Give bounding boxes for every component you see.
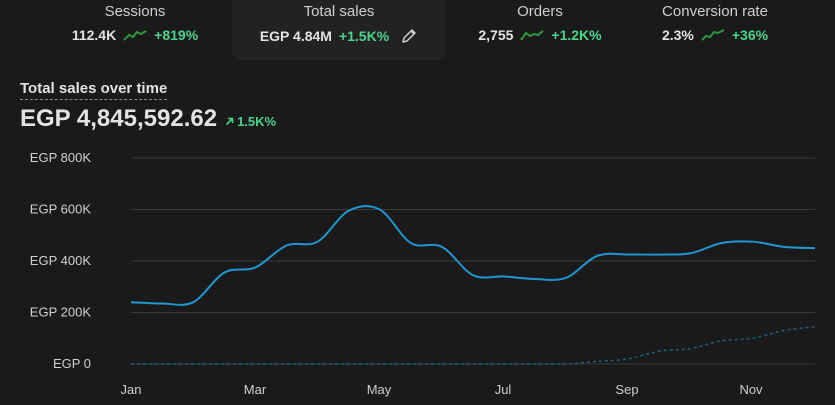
sales-line-chart: EGP 800K EGP 600K EGP 400K EGP 200K EGP 0 Ja… xyxy=(30,150,816,397)
y-tick-label: EGP 0 xyxy=(53,356,91,371)
metric-label: Conversion rate xyxy=(662,3,768,20)
sparkline-up-icon xyxy=(701,29,725,41)
metrics-bar: Sessions 112.4K +819% Total sales EGP 4.… xyxy=(0,0,835,60)
x-tick-label: Nov xyxy=(739,382,763,397)
x-axis-labels: Jan Mar May Jul Sep Nov xyxy=(121,382,764,397)
grid-layer xyxy=(131,157,815,365)
y-tick-label: EGP 800K xyxy=(30,150,92,165)
total-row: EGP 4,845,592.62 1.5K% xyxy=(20,105,276,133)
y-tick-label: EGP 200K xyxy=(30,305,92,320)
metric-conversion-rate[interactable]: Conversion rate 2.3% +36% xyxy=(638,0,792,60)
y-tick-label: EGP 400K xyxy=(30,253,92,268)
y-tick-label: EGP 600K xyxy=(30,202,92,217)
x-tick-label: Jul xyxy=(495,382,512,397)
metric-value: 2,755 xyxy=(478,27,514,43)
chart-title[interactable]: Total sales over time xyxy=(20,80,168,100)
sparkline-up-icon xyxy=(520,30,545,41)
metric-value: EGP 4.84M xyxy=(259,28,332,44)
total-sales-delta: 1.5K% xyxy=(225,114,276,129)
x-tick-label: Jan xyxy=(121,382,142,397)
total-sales-value: EGP 4,845,592.62 xyxy=(20,105,218,132)
metric-delta: +36% xyxy=(731,27,769,43)
metric-total-sales[interactable]: Total sales EGP 4.84M +1.5K% xyxy=(232,0,446,60)
series-line-current xyxy=(130,205,816,306)
metric-label: Total sales xyxy=(303,3,375,20)
metric-value: 112.4K xyxy=(71,27,117,43)
sparkline-up-icon xyxy=(123,30,147,41)
arrow-up-right-icon xyxy=(225,117,234,126)
total-sales-delta-text: 1.5K% xyxy=(237,114,277,129)
metric-orders[interactable]: Orders 2,755 +1.2K% xyxy=(460,0,620,60)
metric-label: Orders xyxy=(517,3,563,20)
metric-label: Sessions xyxy=(104,3,166,20)
series-line-comparison xyxy=(131,325,816,365)
pencil-icon[interactable] xyxy=(400,27,418,45)
metric-value: 2.3% xyxy=(661,27,694,43)
metric-sessions[interactable]: Sessions 112.4K +819% xyxy=(60,0,210,60)
x-tick-label: May xyxy=(367,382,392,397)
series-layer xyxy=(130,205,816,365)
y-axis-labels: EGP 800K EGP 600K EGP 400K EGP 200K EGP 0 xyxy=(30,150,92,371)
x-tick-label: Sep xyxy=(615,382,638,397)
metric-delta: +1.5K% xyxy=(338,28,390,44)
x-tick-label: Mar xyxy=(244,382,267,397)
metric-delta: +819% xyxy=(154,27,199,43)
metric-delta: +1.2K% xyxy=(551,27,602,43)
